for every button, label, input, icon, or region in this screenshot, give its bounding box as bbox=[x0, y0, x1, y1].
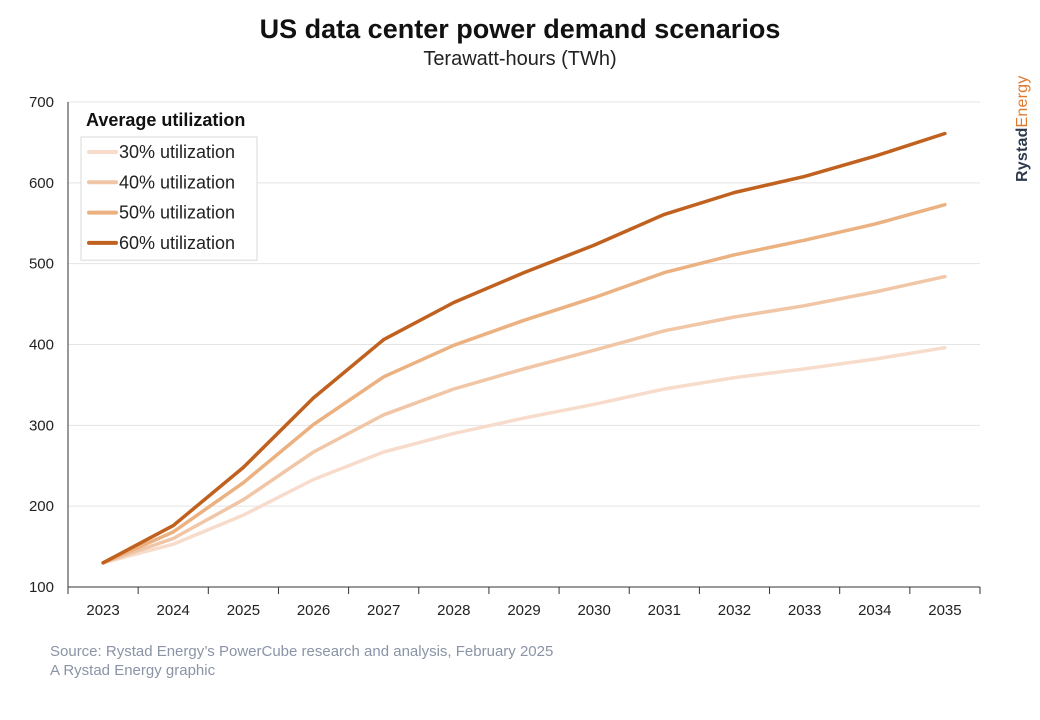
chart-title: US data center power demand scenarios bbox=[259, 14, 781, 44]
chart-subtitle: Terawatt-hours (TWh) bbox=[423, 48, 617, 70]
x-tick-label-2028: 2028 bbox=[437, 602, 470, 619]
legend: Average utilization 30% utilization 40% ut… bbox=[80, 110, 258, 261]
legend-label-3: 50% utilization bbox=[119, 203, 235, 223]
y-tick-label-100: 100 bbox=[29, 579, 54, 596]
x-tick-label-2032: 2032 bbox=[718, 602, 751, 619]
y-tick-label-600: 600 bbox=[29, 175, 54, 192]
brand-logo: RystadEnergy bbox=[1014, 76, 1032, 182]
series-line-1 bbox=[101, 345, 947, 565]
x-tick-label-2027: 2027 bbox=[367, 602, 400, 619]
source-note: Source: Rystad Energy’s PowerCube resear… bbox=[50, 643, 554, 660]
brand-part1: Rystad bbox=[1014, 127, 1031, 182]
graphic-credit: A Rystad Energy graphic bbox=[50, 662, 216, 679]
y-tick-label-400: 400 bbox=[29, 337, 54, 354]
x-tick-label-2034: 2034 bbox=[858, 602, 891, 619]
x-tick-label-2035: 2035 bbox=[928, 602, 961, 619]
y-tick-label-200: 200 bbox=[29, 498, 54, 515]
brand-part2: Energy bbox=[1014, 75, 1031, 128]
axes: 100 200 300 400 500 600 700 2023 2024 2025 2026 202… bbox=[29, 94, 981, 619]
legend-label-4: 60% utilization bbox=[119, 233, 235, 253]
x-tick-label-2031: 2031 bbox=[648, 602, 681, 619]
series-lines bbox=[101, 131, 947, 565]
series-line-3 bbox=[101, 202, 947, 565]
x-tick-label-2024: 2024 bbox=[157, 602, 190, 619]
y-tick-label-500: 500 bbox=[29, 256, 54, 273]
y-tick-label-700: 700 bbox=[29, 94, 54, 111]
y-tick-label-300: 300 bbox=[29, 417, 54, 434]
x-tick-label-2023: 2023 bbox=[86, 602, 119, 619]
x-tick-label-2029: 2029 bbox=[507, 602, 540, 619]
series-line-2 bbox=[101, 274, 947, 565]
legend-label-2: 40% utilization bbox=[119, 172, 235, 192]
x-tick-label-2030: 2030 bbox=[577, 602, 610, 619]
legend-box bbox=[80, 136, 258, 261]
series-line-4 bbox=[101, 131, 947, 565]
legend-label-1: 30% utilization bbox=[119, 142, 235, 162]
x-tick-label-2033: 2033 bbox=[788, 602, 821, 619]
legend-title: Average utilization bbox=[86, 110, 245, 130]
x-tick-label-2026: 2026 bbox=[297, 602, 330, 619]
x-tick-label-2025: 2025 bbox=[227, 602, 260, 619]
